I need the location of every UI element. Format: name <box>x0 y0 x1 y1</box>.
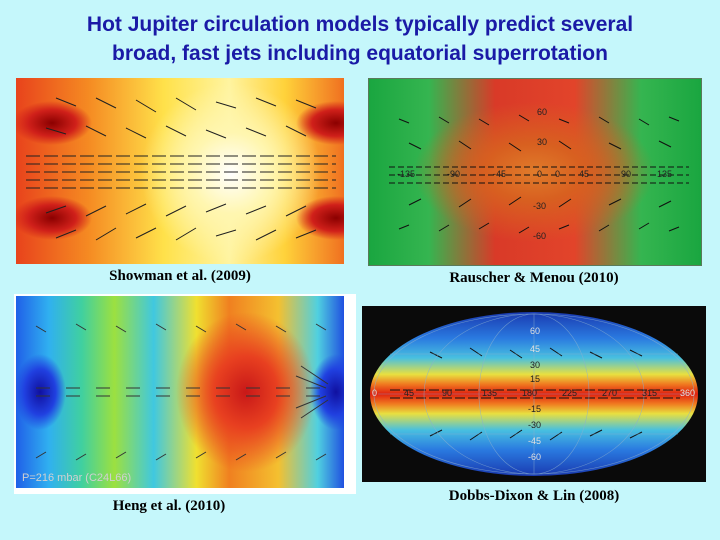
caption-dobbs-dixon: Dobbs-Dixon & Lin (2008) <box>448 488 620 504</box>
rauscher-wind-map: -135 -90 -45 0 45 90 135 60 30 0 -30 -60 <box>368 78 702 266</box>
lat-label: -60 <box>528 452 542 462</box>
heng-temperature-field: P=216 mbar (C24L66) <box>16 296 344 488</box>
lat-label: -30 <box>528 420 542 430</box>
lon-label: 225 <box>562 388 578 398</box>
lon-label: 135 <box>657 169 673 179</box>
lon-label: -135 <box>397 169 416 179</box>
slide-title: Hot Jupiter circulation models typically… <box>0 10 720 68</box>
wind-vector-field <box>389 114 689 234</box>
lat-label: 15 <box>530 374 541 384</box>
lat-label: 30 <box>530 360 541 370</box>
lon-label: -45 <box>493 169 507 179</box>
heng-wind-map: P=216 mbar (C24L66) <box>14 294 356 494</box>
pressure-level-label: P=216 mbar (C24L66) <box>22 472 132 484</box>
wind-vector-field <box>26 97 336 241</box>
lon-label: 270 <box>602 388 618 398</box>
caption-showman: Showman et al. (2009) <box>109 268 251 284</box>
caption-heng: Heng et al. (2010) <box>112 498 226 514</box>
lon-label: 45 <box>579 169 590 179</box>
lat-label: -15 <box>528 404 542 414</box>
lat-label: -60 <box>533 231 547 241</box>
caption-rauscher: Rauscher & Menou (2010) <box>449 270 619 286</box>
lon-label: 0 <box>537 169 543 179</box>
lon-label: 90 <box>442 388 453 398</box>
lon-label: -90 <box>447 169 461 179</box>
slide-title-line-1: Hot Jupiter circulation models typically… <box>86 13 634 36</box>
lat-label: 60 <box>530 326 541 336</box>
lon-label: 315 <box>642 388 658 398</box>
lat-label: -30 <box>533 201 547 211</box>
slide-title-line-2: broad, fast jets including equatorial su… <box>112 42 608 65</box>
wind-vector-field <box>35 323 329 461</box>
mollweide-projection <box>370 312 698 476</box>
lon-label: 180 <box>522 388 538 398</box>
lat-label: 60 <box>537 107 548 117</box>
wind-vector-field <box>373 313 695 475</box>
dobbs-dixon-wind-map: 0 45 90 135 180 225 270 315 360 60 45 30… <box>362 306 706 482</box>
lat-label: 45 <box>530 344 541 354</box>
lat-label: 30 <box>537 137 548 147</box>
showman-wind-map <box>16 78 344 264</box>
lon-label: 45 <box>404 388 415 398</box>
lon-label: 135 <box>482 388 498 398</box>
lat-label: -45 <box>528 436 542 446</box>
lon-label: 0 <box>372 388 378 398</box>
lat-label: 0 <box>555 169 561 179</box>
lon-label: 360 <box>680 388 696 398</box>
lon-label: 90 <box>621 169 632 179</box>
